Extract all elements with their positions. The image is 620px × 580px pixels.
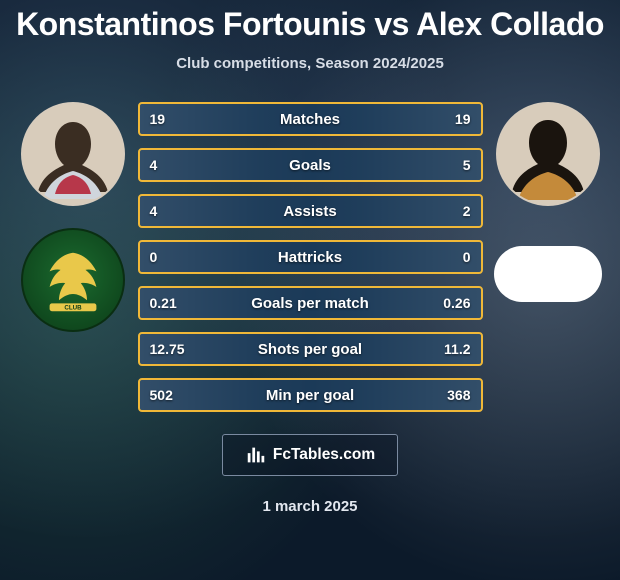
- stat-label: Matches: [140, 111, 481, 128]
- stat-right-value: 2: [463, 203, 471, 219]
- person-silhouette-icon: [23, 104, 123, 204]
- right-column: [483, 102, 613, 302]
- page-title: Konstantinos Fortounis vs Alex Collado: [16, 6, 604, 43]
- stat-right-value: 0: [463, 249, 471, 265]
- player-left-avatar: [21, 102, 125, 206]
- stat-row: 12.75Shots per goal11.2: [138, 332, 483, 366]
- stat-right-value: 0.26: [443, 295, 470, 311]
- stat-left-value: 0.21: [150, 295, 177, 311]
- svg-text:CLUB: CLUB: [64, 305, 82, 312]
- stat-row: 502Min per goal368: [138, 378, 483, 412]
- stat-left-value: 4: [150, 157, 158, 173]
- person-silhouette-icon: [498, 104, 598, 204]
- bar-chart-icon: [245, 444, 267, 466]
- player-right-avatar: [496, 102, 600, 206]
- stat-right-value: 368: [447, 387, 470, 403]
- stat-right-value: 11.2: [444, 341, 470, 357]
- brand-text: FcTables.com: [273, 446, 375, 464]
- comparison-card: Konstantinos Fortounis vs Alex Collado C…: [0, 0, 620, 580]
- left-column: CLUB: [8, 102, 138, 332]
- stat-left-value: 12.75: [150, 341, 185, 357]
- date-label: 1 march 2025: [262, 498, 357, 515]
- stat-row: 4Goals5: [138, 148, 483, 182]
- page-subtitle: Club competitions, Season 2024/2025: [176, 55, 444, 72]
- stat-left-value: 502: [150, 387, 173, 403]
- stat-row: 0.21Goals per match0.26: [138, 286, 483, 320]
- stat-label: Hattricks: [140, 249, 481, 266]
- stat-left-value: 19: [150, 111, 166, 127]
- brand-box: FcTables.com: [222, 434, 398, 476]
- stats-table: 19Matches194Goals54Assists20Hattricks00.…: [138, 102, 483, 412]
- stat-label: Goals: [140, 157, 481, 174]
- stat-row: 4Assists2: [138, 194, 483, 228]
- main-row: CLUB 19Matches194Goals54Assists20Hattric…: [0, 102, 620, 412]
- stat-left-value: 0: [150, 249, 158, 265]
- stat-right-value: 5: [463, 157, 471, 173]
- stat-label: Shots per goal: [140, 341, 481, 358]
- eagle-crest-icon: CLUB: [34, 241, 112, 319]
- club-right-badge: [494, 246, 602, 302]
- club-left-badge: CLUB: [21, 228, 125, 332]
- stat-row: 0Hattricks0: [138, 240, 483, 274]
- stat-right-value: 19: [455, 111, 471, 127]
- stat-label: Goals per match: [140, 295, 481, 312]
- stat-row: 19Matches19: [138, 102, 483, 136]
- stat-label: Min per goal: [140, 387, 481, 404]
- stat-left-value: 4: [150, 203, 158, 219]
- stat-label: Assists: [140, 203, 481, 220]
